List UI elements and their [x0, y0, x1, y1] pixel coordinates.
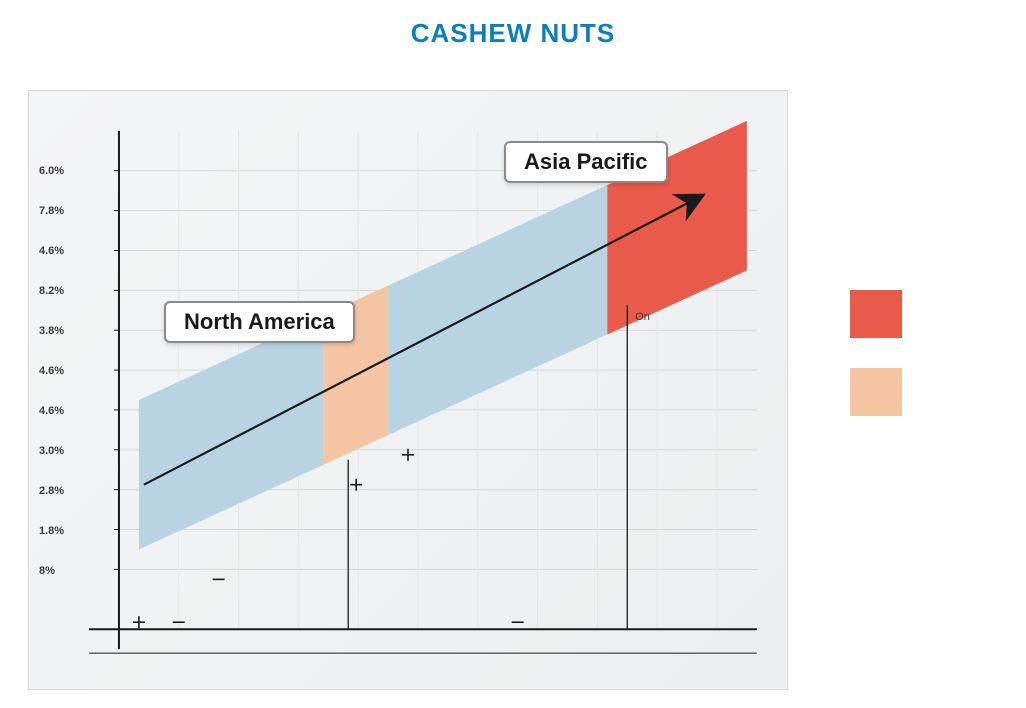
chart-title: CASHEW NUTS	[0, 18, 1026, 49]
y-tick-label: 6.0%	[39, 165, 89, 177]
legend-item-1	[850, 368, 902, 416]
callout-north-america: North America	[164, 301, 355, 343]
y-tick-label: 2.8%	[39, 485, 89, 497]
y-tick-label: 3.0%	[39, 445, 89, 457]
y-tick-label: 7.8%	[39, 205, 89, 217]
y-tick-label: 1.8%	[39, 525, 89, 537]
y-tick-label: 3.8%	[39, 325, 89, 337]
y-tick-label: 4.6%	[39, 245, 89, 257]
legend-swatch-0	[850, 290, 902, 338]
callout-asia-pacific: Asia Pacific	[504, 141, 668, 183]
chart-svg: On	[29, 91, 787, 689]
y-tick-label: 8%	[39, 565, 89, 577]
y-tick-label: 4.6%	[39, 405, 89, 417]
legend-item-0	[850, 290, 902, 338]
y-tick-label: 8.2%	[39, 285, 89, 297]
svg-text:On: On	[635, 311, 650, 323]
legend-swatch-1	[850, 368, 902, 416]
legend	[850, 290, 902, 446]
y-tick-label: 4.6%	[39, 365, 89, 377]
chart-panel: On North America Asia Pacific 6.0% 7.8% 4.…	[28, 90, 788, 690]
